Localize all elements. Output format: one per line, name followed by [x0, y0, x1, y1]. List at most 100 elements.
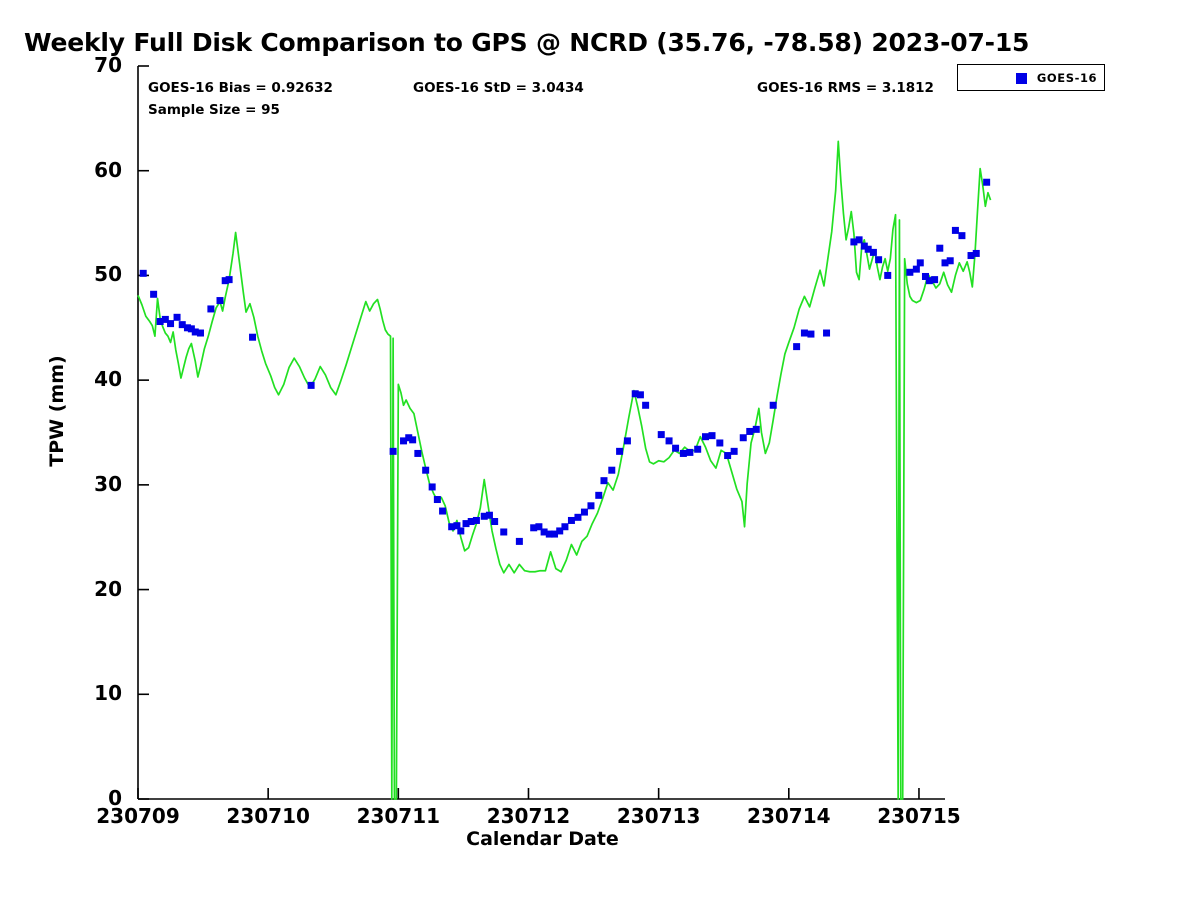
data-point-marker — [679, 449, 687, 457]
legend-marker-goes16-icon — [1016, 73, 1027, 84]
data-point-marker — [931, 276, 939, 284]
data-point-marker — [173, 313, 181, 321]
data-point-marker — [800, 329, 808, 337]
data-point-marker — [925, 277, 933, 285]
data-point-marker — [860, 242, 868, 250]
data-point-marker — [389, 447, 397, 455]
data-point-marker — [187, 325, 195, 333]
data-point-marker — [500, 528, 508, 536]
data-point-marker — [462, 520, 470, 528]
data-point-marker — [642, 401, 650, 409]
data-point-marker — [150, 290, 158, 298]
x-tick-label: 230710 — [226, 804, 310, 828]
data-point-marker — [439, 507, 447, 515]
data-point-marker — [716, 439, 724, 447]
data-point-marker — [216, 297, 224, 305]
data-point-marker — [672, 444, 680, 452]
data-point-marker — [850, 238, 858, 246]
data-point-marker — [515, 537, 523, 545]
data-point-marker — [694, 445, 702, 453]
y-tick-label: 30 — [94, 471, 122, 496]
data-point-marker — [875, 256, 883, 264]
data-point-marker — [414, 449, 422, 457]
data-point-marker — [453, 522, 461, 530]
y-axis-ticks — [138, 65, 149, 800]
data-point-marker — [491, 518, 499, 526]
x-tick-label: 230709 — [96, 804, 180, 828]
data-point-marker — [631, 390, 639, 398]
data-point-marker — [249, 333, 257, 341]
data-point-marker — [921, 272, 929, 280]
data-point-marker — [983, 178, 991, 186]
data-point-marker — [307, 381, 315, 389]
data-point-marker — [545, 530, 553, 538]
data-point-marker — [551, 530, 559, 538]
x-axis-ticks — [137, 788, 920, 799]
x-tick-label: 230711 — [356, 804, 441, 828]
stat-bias: GOES-16 Bias = 0.92632 — [148, 80, 333, 96]
stat-rms: GOES-16 RMS = 3.1812 — [757, 80, 934, 96]
data-point-marker — [409, 436, 417, 444]
data-point-marker — [405, 434, 413, 442]
data-point-marker — [472, 516, 480, 524]
x-tick-label: 230712 — [486, 804, 571, 828]
y-tick-label: 20 — [94, 576, 122, 601]
data-point-marker — [574, 513, 582, 521]
data-point-marker — [433, 496, 441, 504]
data-point-marker — [807, 330, 815, 338]
x-tick-label: 230715 — [877, 804, 961, 828]
data-point-marker — [946, 257, 954, 265]
data-point-marker — [167, 320, 175, 328]
data-point-marker — [864, 245, 872, 253]
data-point-marker — [485, 511, 493, 519]
data-point-marker — [600, 477, 608, 485]
data-point-marker — [608, 466, 616, 474]
data-point-marker — [191, 328, 199, 336]
data-point-marker — [746, 427, 754, 435]
data-point-marker — [869, 248, 877, 256]
y-tick-label: 60 — [94, 157, 122, 182]
data-point-marker — [906, 268, 914, 276]
y-tick-label: 70 — [94, 53, 122, 77]
data-point-marker — [139, 269, 147, 277]
y-tick-label: 10 — [94, 681, 122, 706]
data-point-marker — [708, 432, 716, 440]
data-point-marker — [823, 329, 831, 337]
data-point-marker — [752, 425, 760, 433]
data-point-marker — [951, 226, 959, 234]
x-tick-label: 230714 — [747, 804, 831, 828]
data-point-marker — [561, 523, 569, 531]
data-point-marker — [730, 447, 738, 455]
legend-label-goes16: GOES-16 — [1036, 71, 1098, 85]
data-point-marker — [156, 318, 164, 325]
data-point-marker — [530, 524, 538, 532]
data-point-marker — [616, 447, 624, 455]
stat-sample-size: Sample Size = 95 — [148, 102, 280, 118]
gps-trace-path — [137, 140, 992, 800]
y-axis-label: TPW (mm) — [46, 355, 68, 467]
data-point-marker — [967, 252, 975, 260]
data-point-marker — [587, 502, 595, 510]
goes16-scatter-series — [139, 178, 991, 545]
data-point-marker — [686, 448, 694, 456]
data-point-marker — [623, 437, 631, 445]
data-point-marker — [567, 516, 575, 524]
x-tick-label: 230713 — [616, 804, 701, 828]
data-point-marker — [580, 508, 588, 516]
data-point-marker — [400, 437, 408, 445]
data-point-marker — [793, 343, 801, 351]
data-point-marker — [225, 276, 233, 284]
data-point-marker — [422, 466, 430, 474]
data-point-marker — [428, 483, 436, 491]
data-point-marker — [958, 232, 966, 240]
data-point-marker — [535, 523, 543, 531]
data-point-marker — [724, 452, 732, 460]
data-point-marker — [183, 324, 191, 332]
data-point-marker — [972, 249, 980, 257]
data-point-marker — [657, 431, 665, 439]
data-point-marker — [556, 527, 564, 535]
data-point-marker — [936, 244, 944, 252]
gps-line-series — [137, 140, 992, 800]
